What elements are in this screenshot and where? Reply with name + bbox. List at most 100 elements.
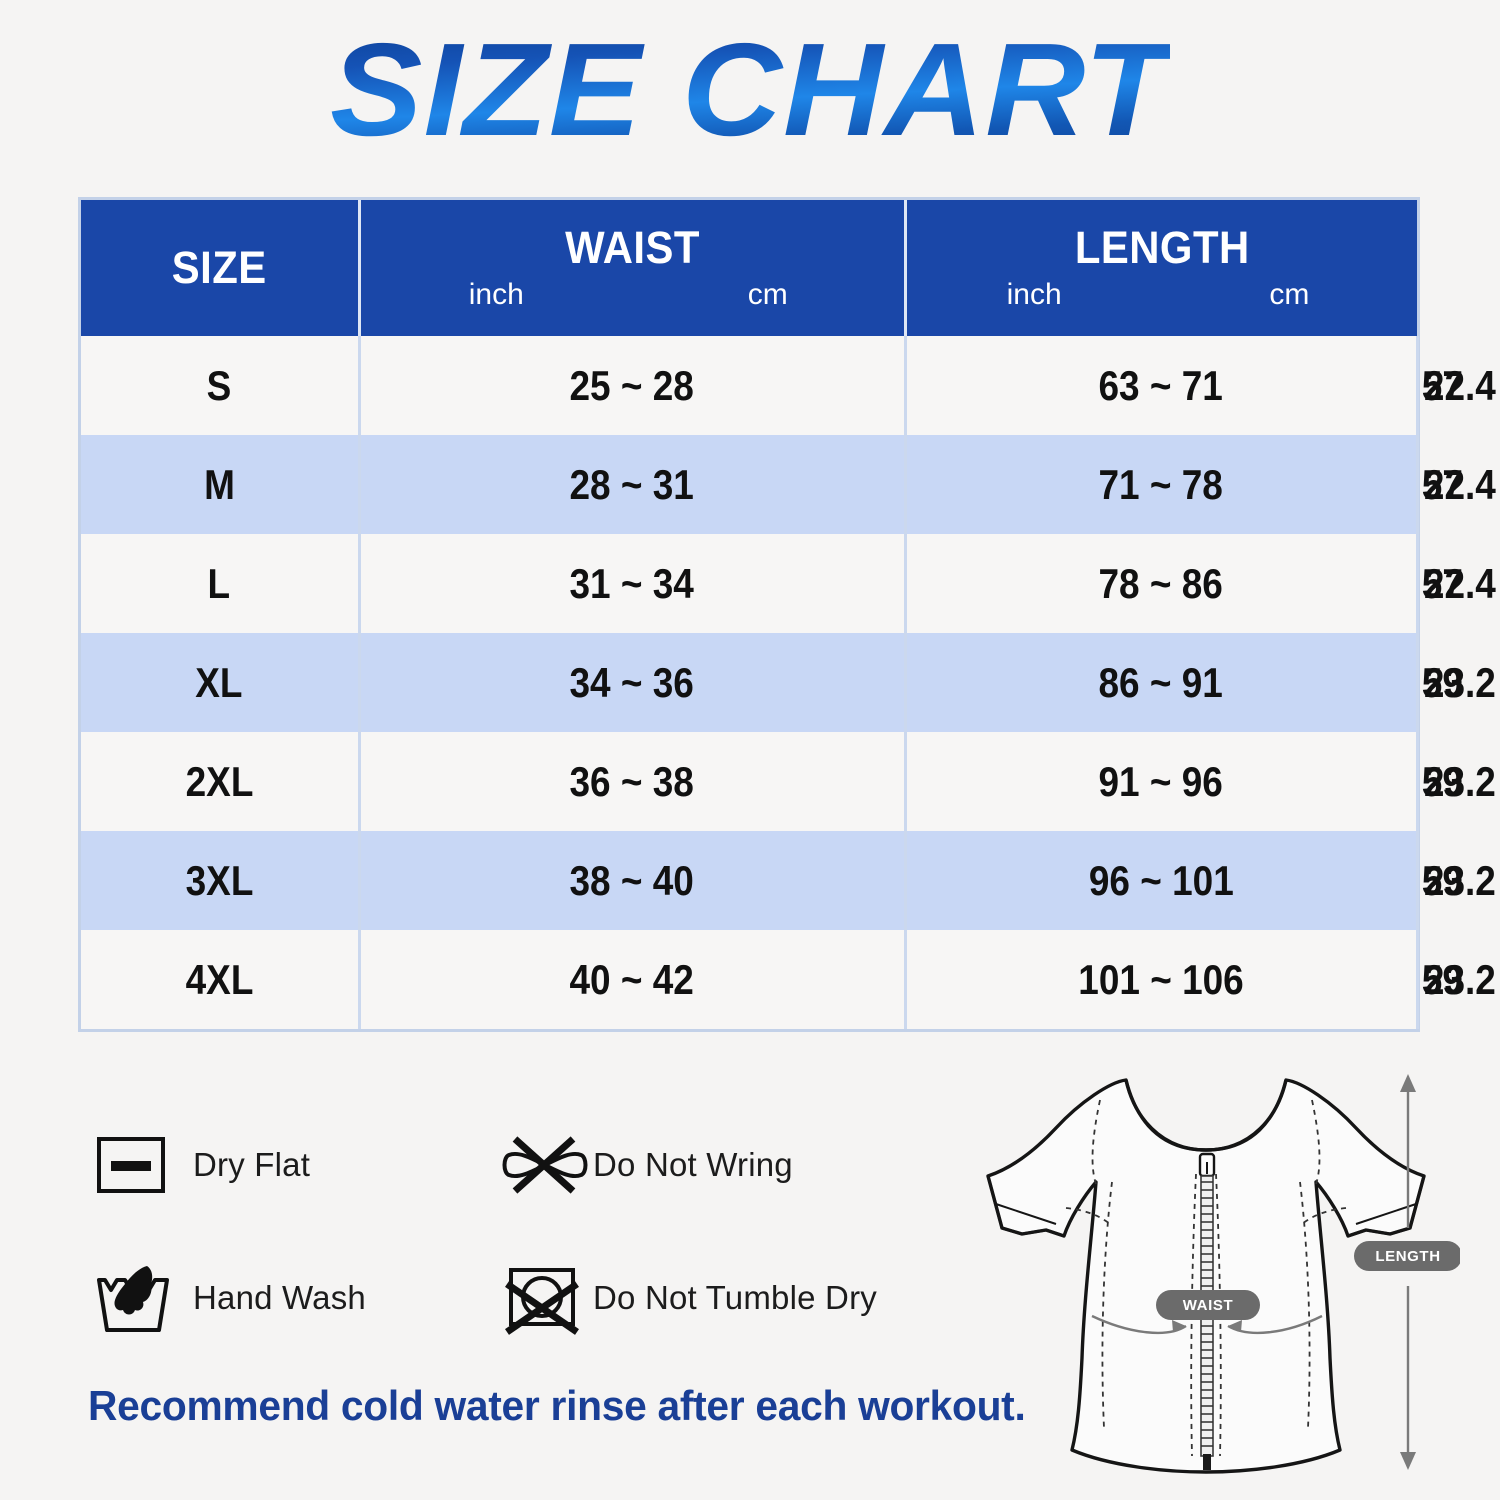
cell-waist-cm: 71 ~ 78: [905, 435, 1419, 534]
cell-waist-cm: 96 ~ 101: [905, 831, 1419, 930]
waist-badge: WAIST: [1156, 1290, 1260, 1320]
cell-waist-inch: 38 ~ 40: [359, 831, 907, 930]
cell-waist-cm-text: 96 ~ 101: [1088, 856, 1234, 904]
cell-size: M: [81, 435, 361, 534]
cell-size: 4XL: [81, 930, 361, 1029]
cell-waist-cm: 63 ~ 71: [905, 336, 1419, 435]
size-chart-table: SIZE WAIST inch cm LENGTH inch cm: [81, 200, 1495, 1029]
cell-waist-cm: 78 ~ 86: [905, 534, 1419, 633]
cell-length-cm-text: 59: [1421, 658, 1463, 706]
dry-flat-icon: [85, 1119, 193, 1211]
cell-length-inch-text: 23.2: [1423, 757, 1496, 805]
cell-length-cm-text: 59: [1421, 856, 1463, 904]
column-header-waist-label: WAIST: [564, 222, 700, 273]
waist-arrow-head-left: [1172, 1320, 1186, 1332]
waist-arrow-head-right: [1228, 1320, 1242, 1332]
column-header-size: SIZE: [81, 200, 361, 336]
column-header-length-inch: inch: [1006, 278, 1062, 311]
cell-size-text: 3XL: [185, 856, 254, 904]
column-header-length-units: inch cm: [907, 276, 1418, 314]
title-bar: SIZE CHART: [0, 0, 1500, 168]
length-badge: LENGTH: [1354, 1241, 1460, 1271]
table-header-row: SIZE WAIST inch cm LENGTH inch cm: [81, 200, 1417, 336]
care-item-hand-wash: Hand Wash: [85, 1231, 485, 1364]
column-header-waist-cm: cm: [747, 278, 788, 311]
cell-size-text: S: [206, 361, 232, 409]
cell-size: S: [81, 336, 361, 435]
care-label-do-not-wring: Do Not Wring: [593, 1145, 793, 1183]
table-row: M 28 ~ 31 71 ~ 78 22.4 57: [81, 435, 1495, 534]
column-header-waist: WAIST inch cm: [359, 200, 907, 336]
cell-length-inch-text: 22.4: [1423, 559, 1496, 607]
table-row: 2XL 36 ~ 38 91 ~ 96 23.2 59: [81, 732, 1495, 831]
cell-length-cm-text: 57: [1421, 460, 1463, 508]
cell-waist-cm-text: 71 ~ 78: [1098, 460, 1224, 508]
cell-size-text: 4XL: [185, 955, 254, 1003]
column-header-length-cm: cm: [1269, 278, 1310, 311]
cell-waist-inch-text: 34 ~ 36: [569, 658, 695, 706]
cell-size: 3XL: [81, 831, 361, 930]
table-row: S 25 ~ 28 63 ~ 71 22.4 57: [81, 336, 1495, 435]
cell-waist-inch-text: 36 ~ 38: [569, 757, 695, 805]
cell-length-inch-text: 22.4: [1423, 460, 1496, 508]
column-header-length-label: LENGTH: [1074, 222, 1250, 273]
length-arrow-head-bottom: [1400, 1452, 1416, 1470]
care-label-do-not-tumble-dry: Do Not Tumble Dry: [593, 1278, 877, 1316]
care-item-dry-flat: Dry Flat: [85, 1098, 485, 1231]
column-header-length: LENGTH inch cm: [905, 200, 1417, 336]
do-not-wring-icon: [485, 1119, 593, 1211]
hand-wash-icon: [85, 1252, 193, 1344]
care-item-do-not-wring: Do Not Wring: [485, 1098, 985, 1231]
cell-size: XL: [81, 633, 361, 732]
cell-waist-inch: 28 ~ 31: [359, 435, 907, 534]
care-instructions: Dry Flat Do Not Wring Hand Wash: [85, 1098, 985, 1364]
cell-waist-inch: 36 ~ 38: [359, 732, 907, 831]
cell-length-inch-text: 23.2: [1423, 955, 1496, 1003]
table-row: L 31 ~ 34 78 ~ 86 22.4 57: [81, 534, 1495, 633]
cell-length-inch-text: 23.2: [1423, 856, 1496, 904]
waist-badge-label: WAIST: [1183, 1297, 1234, 1314]
garment-seams: [1065, 1099, 1347, 1457]
care-instructions-grid: Dry Flat Do Not Wring Hand Wash: [85, 1098, 985, 1364]
page-title: SIZE CHART: [330, 14, 1170, 166]
table-row: 3XL 38 ~ 40 96 ~ 101 23.2 59: [81, 831, 1495, 930]
garment-diagram: WAIST LENGTH: [960, 1058, 1460, 1498]
cell-length-cm-text: 59: [1421, 955, 1463, 1003]
cell-waist-inch-text: 38 ~ 40: [569, 856, 695, 904]
cell-waist-cm-text: 86 ~ 91: [1098, 658, 1224, 706]
column-header-waist-inch: inch: [468, 278, 524, 311]
column-header-waist-units: inch cm: [361, 276, 904, 314]
do-not-tumble-dry-icon: [485, 1252, 593, 1344]
cell-waist-inch-text: 25 ~ 28: [569, 361, 695, 409]
cell-size: L: [81, 534, 361, 633]
table-body: S 25 ~ 28 63 ~ 71 22.4 57 M 28 ~ 31 71 ~ 78 22.4…: [81, 336, 1495, 1029]
cell-length-cm-text: 57: [1421, 361, 1463, 409]
cell-size-text: XL: [195, 658, 243, 706]
cell-waist-inch: 34 ~ 36: [359, 633, 907, 732]
size-chart-table-container: SIZE WAIST inch cm LENGTH inch cm: [78, 197, 1495, 1032]
care-label-hand-wash: Hand Wash: [193, 1278, 366, 1316]
cell-waist-inch: 40 ~ 42: [359, 930, 907, 1029]
table-header: SIZE WAIST inch cm LENGTH inch cm: [81, 200, 1417, 336]
cell-length-cm-text: 57: [1421, 559, 1463, 607]
cell-waist-inch-text: 40 ~ 42: [569, 955, 695, 1003]
cell-length-cm-text: 59: [1421, 757, 1463, 805]
cell-size-text: L: [207, 559, 231, 607]
recommendation-text: Recommend cold water rinse after each wo…: [88, 1382, 1026, 1429]
table-row: XL 34 ~ 36 86 ~ 91 23.2 59: [81, 633, 1495, 732]
cell-size-text: 2XL: [185, 757, 254, 805]
cell-waist-inch-text: 31 ~ 34: [569, 559, 695, 607]
cell-waist-inch: 25 ~ 28: [359, 336, 907, 435]
cell-size: 2XL: [81, 732, 361, 831]
cell-waist-cm: 101 ~ 106: [905, 930, 1419, 1029]
cell-waist-cm: 86 ~ 91: [905, 633, 1419, 732]
cell-waist-cm: 91 ~ 96: [905, 732, 1419, 831]
column-header-size-label: SIZE: [171, 242, 267, 293]
length-arrow-head-top: [1400, 1074, 1416, 1092]
cell-length-inch-text: 23.2: [1423, 658, 1496, 706]
cell-waist-inch: 31 ~ 34: [359, 534, 907, 633]
cell-waist-cm-text: 101 ~ 106: [1078, 955, 1244, 1003]
cell-waist-cm-text: 78 ~ 86: [1098, 559, 1224, 607]
cell-waist-cm-text: 63 ~ 71: [1098, 361, 1224, 409]
care-item-do-not-tumble-dry: Do Not Tumble Dry: [485, 1231, 985, 1364]
